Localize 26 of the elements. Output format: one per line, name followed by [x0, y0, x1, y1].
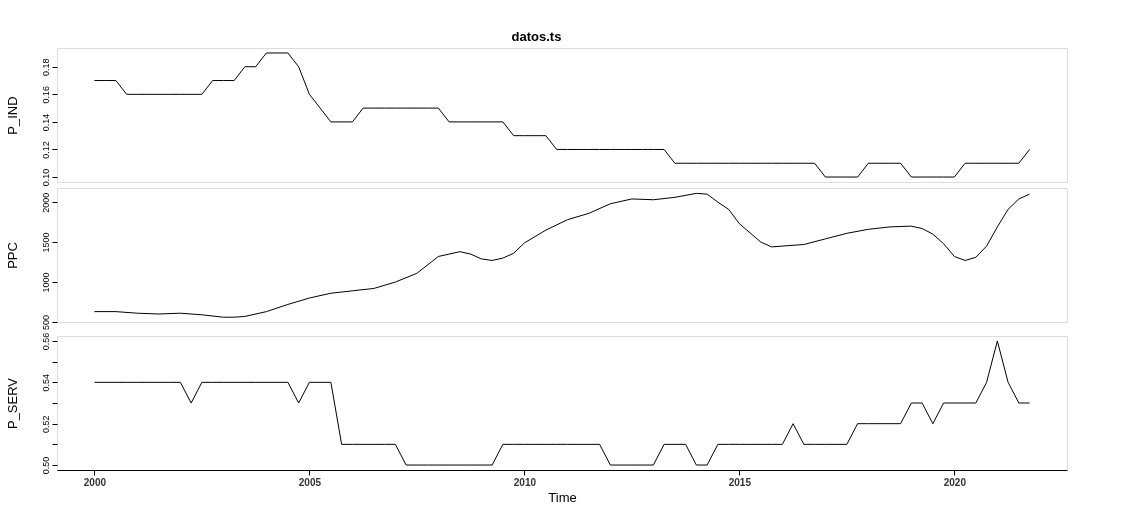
chart-title: datos.ts	[511, 28, 562, 44]
line-series	[93, 52, 1031, 178]
x-tick-label: 2000	[83, 476, 107, 488]
y-tick-label: 0.54	[40, 374, 51, 392]
y-tick-label: 0.10	[40, 168, 51, 187]
y-tick-label: 0.52	[40, 415, 51, 433]
y-axis-title: P_SERV	[4, 377, 20, 430]
x-tick-label: 2020	[943, 476, 967, 488]
y-tick-label: 0.14	[40, 113, 51, 132]
y-tick-label: 500	[40, 314, 51, 331]
y-tick-label: 0.16	[40, 86, 51, 104]
x-axis-title: Time	[548, 489, 577, 505]
y-tick-label: 1000	[40, 272, 51, 293]
y-tick-label: 0.56	[40, 332, 51, 351]
y-tick-label: 2000	[40, 192, 51, 213]
y-axis-title: P_IND	[4, 96, 20, 135]
x-tick-label: 2005	[298, 476, 322, 488]
y-tick-label: 0.18	[40, 58, 51, 77]
x-tick-label: 2010	[513, 476, 537, 488]
y-tick-label: 0.12	[40, 141, 51, 159]
y-tick-label: 1500	[40, 232, 51, 253]
line-series	[93, 192, 1031, 318]
x-tick-label: 2015	[728, 476, 752, 488]
y-tick-label: 0.50	[40, 456, 51, 475]
y-axis-title: PPC	[4, 242, 20, 269]
line-series	[93, 340, 1031, 466]
